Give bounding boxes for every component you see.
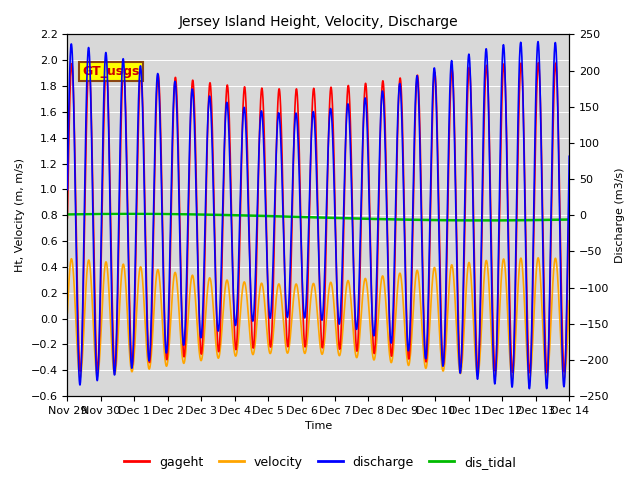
- Y-axis label: Discharge (m3/s): Discharge (m3/s): [615, 168, 625, 263]
- Text: GT_usgs: GT_usgs: [83, 65, 140, 78]
- X-axis label: Time: Time: [305, 421, 332, 432]
- Title: Jersey Island Height, Velocity, Discharge: Jersey Island Height, Velocity, Discharg…: [179, 15, 458, 29]
- Y-axis label: Ht, Velocity (m, m/s): Ht, Velocity (m, m/s): [15, 158, 25, 272]
- Legend: gageht, velocity, discharge, dis_tidal: gageht, velocity, discharge, dis_tidal: [119, 451, 521, 474]
